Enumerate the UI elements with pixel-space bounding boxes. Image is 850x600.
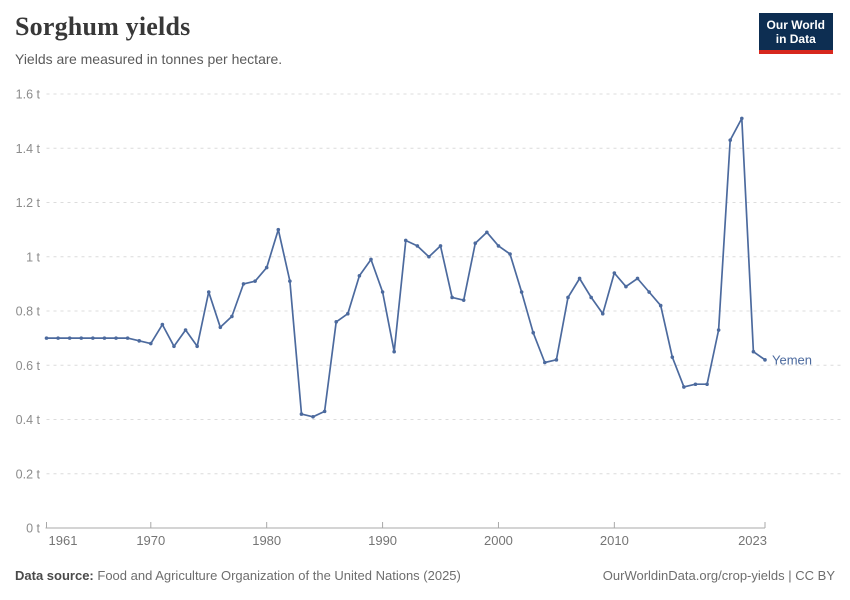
data-point-marker[interactable]	[172, 344, 176, 349]
data-point-marker[interactable]	[322, 409, 327, 414]
data-source: Data source: Food and Agriculture Organi…	[15, 568, 461, 583]
y-tick-label: 0.4 t	[16, 413, 41, 427]
data-point-marker[interactable]	[311, 414, 315, 419]
data-point-marker[interactable]	[299, 412, 304, 416]
data-point-marker[interactable]	[670, 355, 675, 359]
chart-subtitle: Yields are measured in tonnes per hectar…	[15, 51, 283, 67]
data-point-marker[interactable]	[740, 116, 744, 121]
data-point-marker[interactable]	[183, 328, 188, 332]
data-point-marker[interactable]	[612, 271, 617, 275]
data-source-label: Data source:	[15, 568, 94, 583]
data-point-marker[interactable]	[473, 241, 478, 245]
chart-header: Sorghum yields Yields are measured in to…	[15, 12, 282, 67]
data-point-marker[interactable]	[276, 227, 281, 232]
data-point-marker[interactable]	[241, 282, 246, 286]
y-tick-label: 1.2 t	[16, 196, 41, 210]
data-point-marker[interactable]	[624, 284, 628, 289]
data-point-marker[interactable]	[230, 314, 234, 319]
data-point-marker[interactable]	[114, 336, 118, 340]
x-tick-label: 2023	[738, 533, 767, 548]
data-point-marker[interactable]	[543, 360, 547, 365]
data-point-marker[interactable]	[682, 385, 686, 389]
x-tick-label: 1990	[368, 533, 397, 548]
data-point-marker[interactable]	[438, 244, 443, 248]
owid-link[interactable]: OurWorldinData.org/crop-yields	[602, 568, 785, 583]
data-point-marker[interactable]	[403, 238, 408, 243]
data-point-marker[interactable]	[67, 336, 72, 340]
owid-logo[interactable]: Our World in Data	[758, 13, 833, 54]
data-point-marker[interactable]	[195, 344, 199, 349]
x-tick-label: 1970	[136, 533, 165, 548]
y-tick-label: 1.4 t	[16, 142, 41, 156]
data-point-marker[interactable]	[461, 298, 466, 302]
data-point-marker[interactable]	[485, 230, 489, 235]
data-point-marker[interactable]	[519, 290, 524, 294]
data-point-marker[interactable]	[346, 311, 350, 316]
x-tick-label: 1961	[49, 533, 78, 548]
data-point-marker[interactable]	[496, 244, 501, 248]
data-point-marker[interactable]	[334, 320, 339, 324]
data-point-marker[interactable]	[288, 279, 292, 283]
data-point-marker[interactable]	[369, 257, 373, 262]
data-point-marker[interactable]	[728, 138, 733, 142]
data-point-marker[interactable]	[357, 273, 362, 278]
owid-logo-line2: in Data	[775, 32, 816, 46]
chart-footer: Data source: Food and Agriculture Organi…	[15, 568, 835, 583]
data-point-marker[interactable]	[79, 336, 84, 340]
license-label: CC BY	[795, 568, 835, 583]
data-point-marker[interactable]	[693, 382, 698, 387]
data-point-marker[interactable]	[716, 328, 721, 332]
data-point-marker[interactable]	[380, 290, 385, 294]
data-point-marker[interactable]	[600, 311, 605, 316]
data-point-marker[interactable]	[160, 322, 165, 327]
y-tick-label: 1 t	[26, 250, 40, 264]
data-point-marker[interactable]	[206, 290, 211, 294]
y-tick-label: 0.6 t	[16, 359, 41, 373]
y-tick-label: 0.2 t	[16, 467, 41, 481]
data-point-marker[interactable]	[44, 336, 49, 340]
data-point-marker[interactable]	[751, 349, 756, 354]
x-tick-label: 2000	[484, 533, 513, 548]
data-point-marker[interactable]	[125, 336, 130, 340]
data-point-marker[interactable]	[102, 336, 107, 340]
data-point-marker[interactable]	[450, 295, 454, 300]
footer-links: OurWorldinData.org/crop-yields | CC BY	[603, 568, 835, 583]
series-line[interactable]	[45, 117, 766, 418]
data-source-text: Food and Agriculture Organization of the…	[97, 568, 461, 583]
x-tick-label: 2010	[600, 533, 629, 548]
series-end-label[interactable]: Yemen	[772, 352, 812, 367]
data-point-marker[interactable]	[635, 276, 640, 281]
data-point-marker[interactable]	[554, 358, 559, 362]
data-point-marker[interactable]	[218, 325, 223, 330]
data-point-marker[interactable]	[589, 295, 593, 300]
y-tick-label: 0.8 t	[16, 305, 41, 319]
y-tick-label: 1.6 t	[16, 88, 41, 102]
data-point-marker[interactable]	[647, 290, 651, 294]
owid-logo-line1: Our World	[766, 18, 825, 32]
footer-separator: |	[788, 568, 792, 583]
data-point-marker[interactable]	[264, 265, 269, 270]
data-point-marker[interactable]	[763, 358, 767, 362]
data-point-marker[interactable]	[658, 303, 663, 308]
data-point-marker[interactable]	[427, 254, 431, 259]
data-point-marker[interactable]	[56, 336, 60, 340]
page-title: Sorghum yields	[15, 12, 191, 41]
data-point-marker[interactable]	[137, 339, 142, 343]
data-point-marker[interactable]	[392, 349, 396, 354]
data-point-marker[interactable]	[531, 330, 536, 335]
data-point-marker[interactable]	[705, 382, 709, 387]
data-point-marker[interactable]	[91, 336, 95, 340]
x-tick-label: 1980	[252, 533, 281, 548]
data-point-marker[interactable]	[566, 295, 570, 300]
data-point-marker[interactable]	[577, 276, 582, 281]
data-point-marker[interactable]	[148, 341, 153, 346]
data-point-marker[interactable]	[508, 252, 512, 256]
y-tick-label: 0 t	[26, 522, 40, 536]
data-point-marker[interactable]	[415, 244, 420, 248]
data-point-marker[interactable]	[253, 279, 257, 283]
